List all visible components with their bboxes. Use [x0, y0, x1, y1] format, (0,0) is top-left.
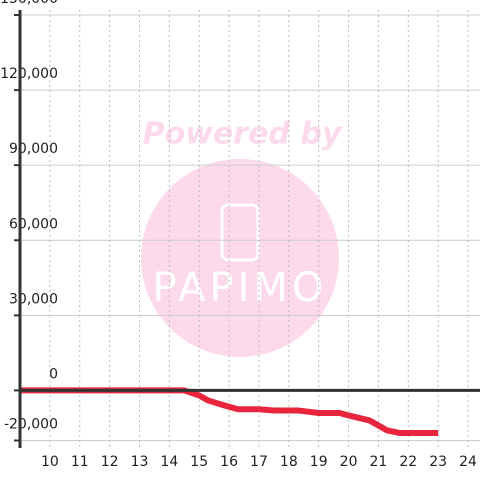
watermark-text: Powered by [143, 117, 343, 152]
y-tick-label: 150,000 [0, 0, 58, 7]
y-tick-label: 90,000 [9, 141, 58, 157]
x-tick-label: 19 [310, 454, 328, 470]
y-tick-label: 30,000 [9, 291, 58, 307]
y-tick-label: 0 [49, 366, 58, 382]
x-tick-label: 13 [131, 454, 149, 470]
watermark-brand: PAPIMO [153, 265, 328, 311]
watermark: Powered by PAPIMO [141, 117, 343, 357]
y-tick-label: 60,000 [9, 216, 58, 232]
x-tick-label: 18 [280, 454, 298, 470]
plot [20, 387, 439, 436]
x-tick-label: 23 [429, 454, 447, 470]
line [20, 387, 439, 436]
x-tick-label: 17 [250, 454, 268, 470]
x-tick-label: 24 [459, 454, 477, 470]
x-tick-label: 14 [160, 454, 178, 470]
watermark-phone [220, 203, 260, 262]
x-tick-label: 16 [220, 454, 238, 470]
x-tick-label: 22 [399, 454, 417, 470]
x-tick-label: 12 [101, 454, 119, 470]
y-tick-label: 120,000 [0, 66, 58, 82]
x-tick-label: 11 [71, 454, 89, 470]
x-tick-label: 15 [190, 454, 208, 470]
x-tick-label: 10 [41, 454, 59, 470]
x-tick-label: 20 [340, 454, 358, 470]
y-tick-label: -20,000 [4, 416, 58, 432]
watermark-circle [141, 159, 339, 357]
x-tick-label: 21 [370, 454, 388, 470]
grid [20, 10, 480, 448]
